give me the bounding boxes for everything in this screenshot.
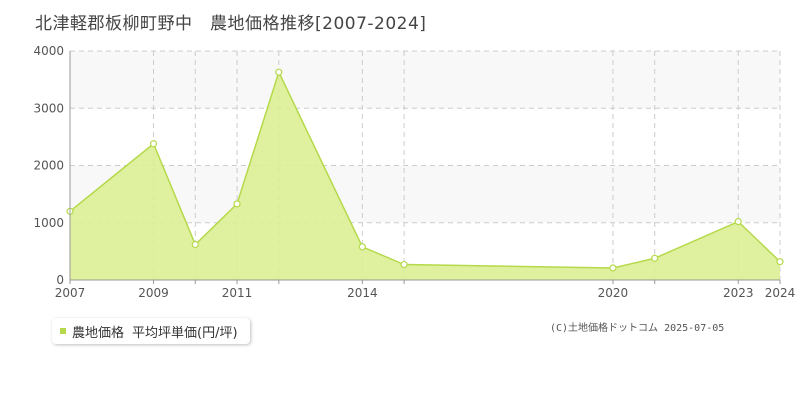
data-point <box>609 264 617 272</box>
y-tick-label: 3000 <box>33 101 64 115</box>
grid-band <box>70 51 780 109</box>
series-area <box>70 72 780 281</box>
y-tick-label: 0 <box>56 273 64 287</box>
chart-bands <box>70 51 780 223</box>
y-axis-labels: 0 1000 2000 3000 4000 <box>33 44 64 287</box>
y-tick-label: 2000 <box>33 159 64 173</box>
credit-text: (C)土地価格ドットコム 2025-07-05 <box>550 323 725 334</box>
data-point <box>400 260 408 269</box>
chart-axes <box>69 51 781 284</box>
data-point <box>734 218 742 226</box>
x-tick-label: 2011 <box>222 286 253 300</box>
x-tick-label: 2023 <box>723 286 754 300</box>
x-tick-label: 2009 <box>138 286 169 300</box>
y-tick-label: 1000 <box>33 216 64 230</box>
series-points <box>66 68 784 272</box>
data-point <box>149 140 158 148</box>
x-tick-label: 2007 <box>55 286 86 300</box>
legend: 農地価格 平均坪単価(円/坪) <box>52 318 250 344</box>
x-axis-labels: 2007 2009 2011 2014 2020 2023 2024 <box>55 286 796 300</box>
x-tick-label: 2020 <box>598 286 629 300</box>
legend-marker-icon <box>60 328 66 334</box>
data-point <box>651 254 659 262</box>
legend-unit-label: 平均坪単価(円/坪) <box>132 325 238 341</box>
x-tick-label: 2014 <box>347 286 378 300</box>
data-point <box>776 258 784 266</box>
data-point <box>275 68 283 76</box>
x-tick-label: 2024 <box>765 286 796 300</box>
data-point <box>191 240 199 249</box>
data-point <box>233 200 241 208</box>
data-point <box>358 243 366 251</box>
y-tick-label: 4000 <box>33 44 64 58</box>
chart-title: 北津軽郡板柳町野中 農地価格推移[2007-2024] <box>35 14 427 34</box>
legend-series-label: 農地価格 <box>72 325 125 341</box>
grid-band <box>70 165 780 223</box>
